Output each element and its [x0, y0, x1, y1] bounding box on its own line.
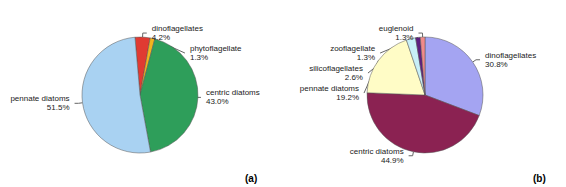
svg-text:silicoflagellates: silicoflagellates: [309, 64, 363, 73]
svg-text:phytoflagellate: phytoflagellate: [190, 44, 242, 53]
svg-text:(b): (b): [533, 173, 546, 184]
svg-text:43.0%: 43.0%: [206, 97, 229, 106]
svg-text:dinoflagellates: dinoflagellates: [485, 51, 536, 60]
svg-text:euglenoid: euglenoid: [379, 24, 414, 33]
svg-text:centric diatoms: centric diatoms: [350, 147, 404, 156]
svg-text:1.3%: 1.3%: [357, 53, 375, 62]
svg-text:30.8%: 30.8%: [485, 60, 508, 69]
svg-text:2.6%: 2.6%: [345, 73, 363, 82]
svg-text:51.5%: 51.5%: [47, 103, 70, 112]
svg-text:(a): (a): [245, 173, 257, 184]
svg-text:1.3%: 1.3%: [190, 53, 208, 62]
svg-text:centric diatoms: centric diatoms: [206, 88, 260, 97]
svg-text:19.2%: 19.2%: [336, 93, 359, 102]
svg-text:pennate diatoms: pennate diatoms: [10, 94, 69, 103]
svg-text:4.2%: 4.2%: [152, 33, 170, 42]
svg-text:1.3%: 1.3%: [395, 33, 413, 42]
svg-text:pennate diatoms: pennate diatoms: [300, 84, 359, 93]
svg-text:zooflagellate: zooflagellate: [330, 44, 375, 53]
svg-text:dinoflagellates: dinoflagellates: [152, 24, 203, 33]
svg-text:44.9%: 44.9%: [381, 156, 404, 165]
